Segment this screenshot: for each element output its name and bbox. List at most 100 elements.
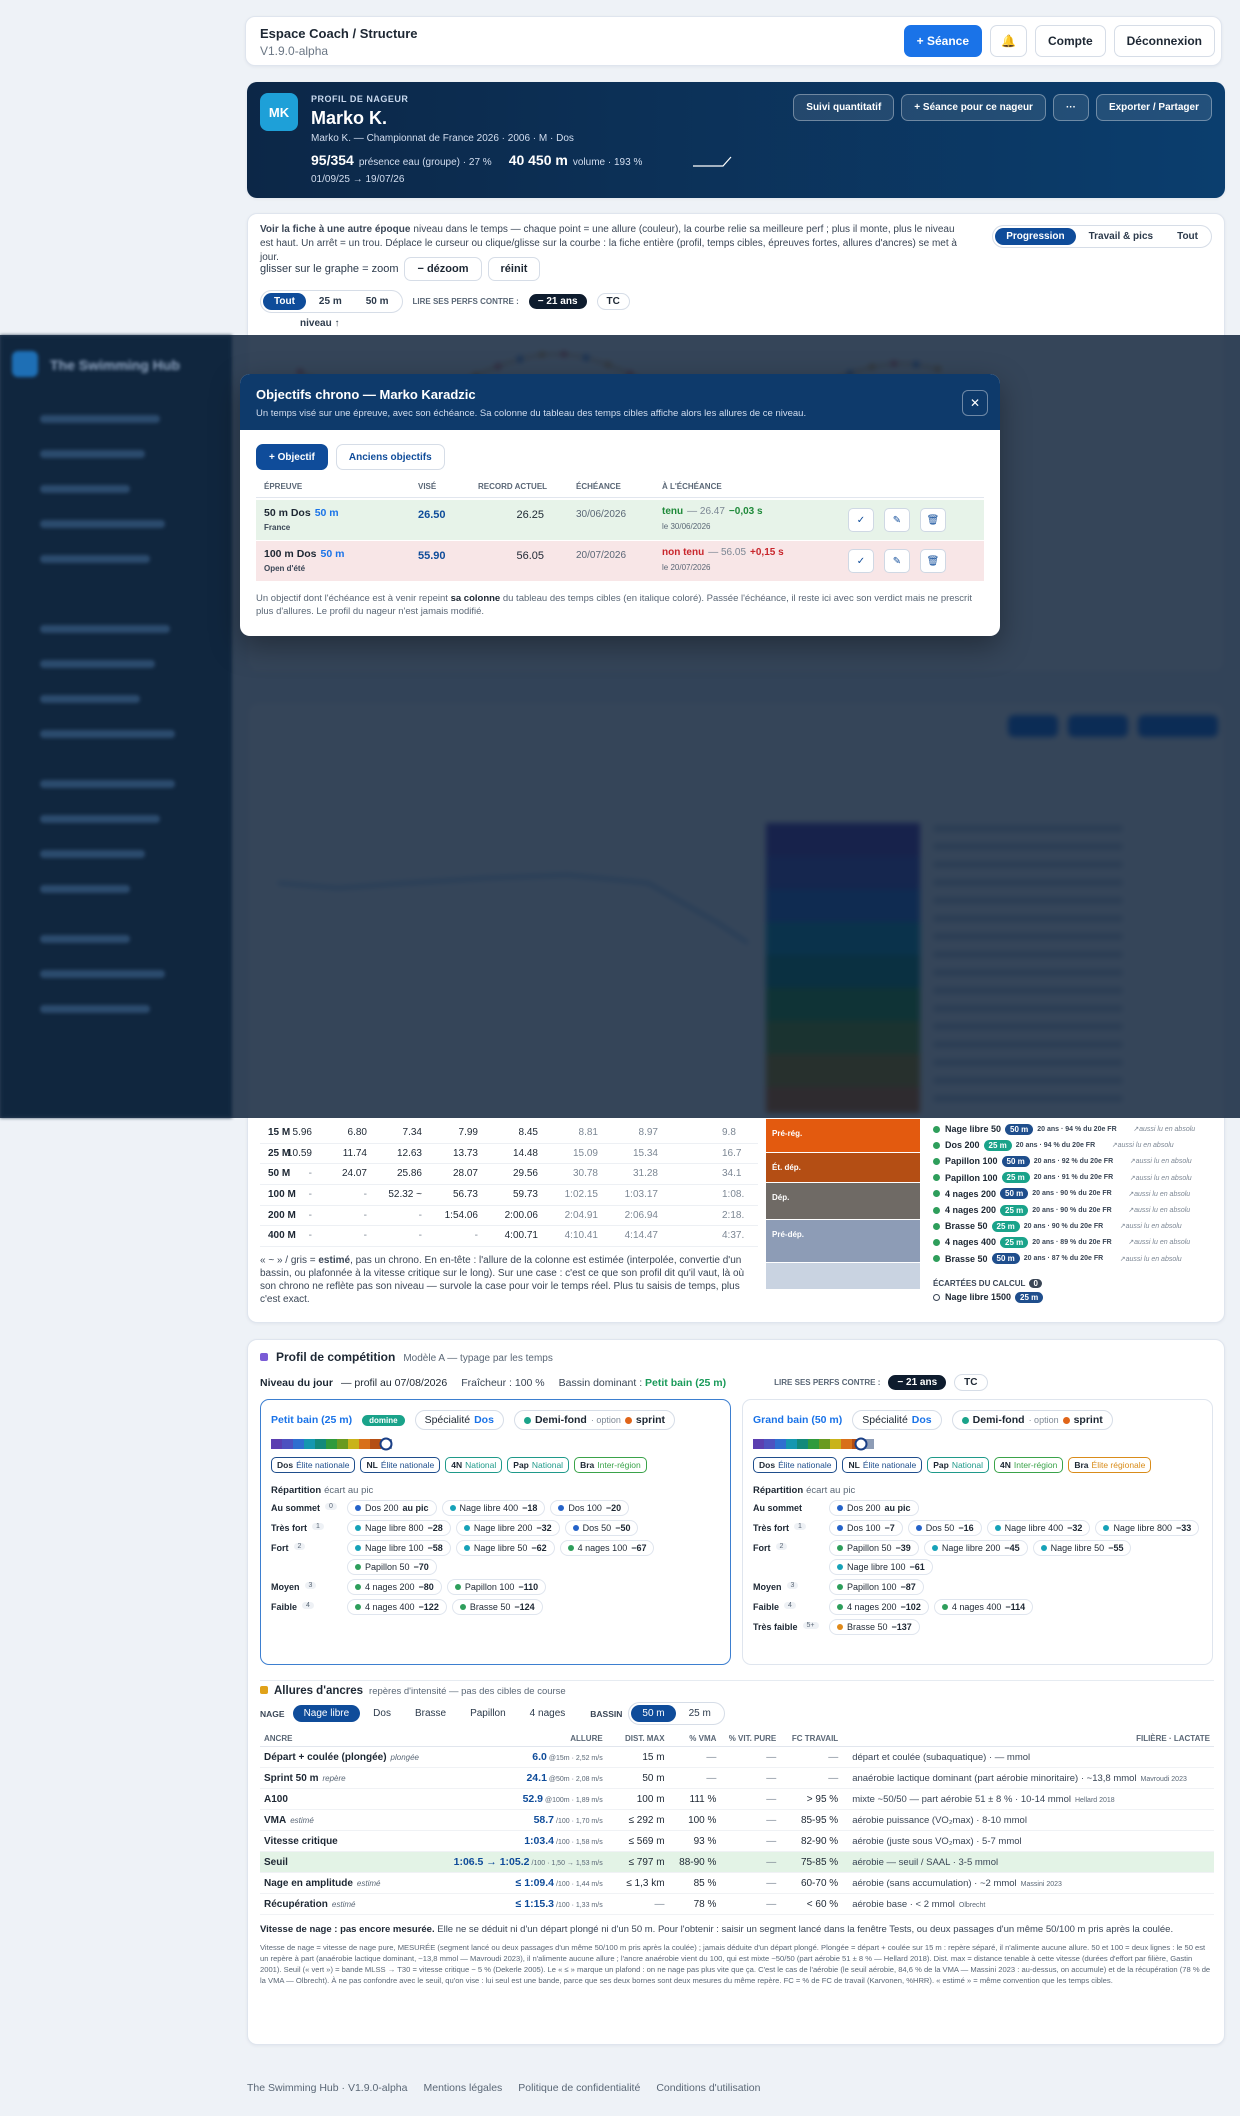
times-row-label: 15 M: [268, 1127, 291, 1138]
option-dot: [1062, 1416, 1070, 1424]
rep-count: 2: [775, 1543, 788, 1550]
presence-value: 95/354: [311, 152, 354, 168]
footer-link[interactable]: Mentions légales: [423, 2082, 503, 2094]
times-cell: 7.34: [402, 1127, 422, 1138]
stroke-tab[interactable]: Brasse: [414, 1708, 447, 1719]
times-cell: -: [363, 1189, 367, 1201]
competition-title: Profil de compétition: [276, 1350, 396, 1364]
pool-tab[interactable]: Tout: [263, 293, 306, 310]
stroke-tab[interactable]: Dos: [373, 1708, 391, 1719]
item-name: Nage libre 1500: [945, 1292, 1012, 1303]
zoom-button[interactable]: − dézoom: [404, 257, 482, 281]
old-goals-button[interactable]: Anciens objectifs: [335, 444, 445, 470]
gauge-step: [282, 1439, 293, 1449]
tc-chip[interactable]: TC: [596, 293, 630, 310]
times-cell: -: [418, 1230, 422, 1242]
item-abs: ↗aussi lu en absolu: [1119, 1255, 1182, 1263]
zone-text: aérobie base · < 2 mmol: [852, 1898, 955, 1910]
goal-action[interactable]: ✓: [848, 508, 874, 532]
gauge-step: [337, 1439, 348, 1449]
rep-items: 4 nages 400 −122 Brasse 50 −124: [347, 1599, 720, 1615]
event-name: Papillon 100: [847, 1582, 897, 1592]
repartition-row: Au sommet Dos 200 au pic: [753, 1500, 1202, 1516]
profile-action-button[interactable]: Exporter / Partager: [1095, 94, 1212, 121]
pool-tab[interactable]: 25 m: [688, 1708, 711, 1719]
age-chip[interactable]: − 21 ans: [528, 294, 587, 309]
view-tab[interactable]: Progression: [995, 228, 1076, 245]
help-bold: Voir la fiche à une autre époque: [260, 224, 411, 235]
pool-panel: Grand bain (50 m) Spécialité Dos Demi-fond ·…: [742, 1399, 1213, 1665]
goal-action[interactable]: ✎: [884, 549, 910, 573]
times-cell: 8.97: [638, 1127, 658, 1138]
pace-value: 6.0: [532, 1751, 547, 1763]
stroke-tab[interactable]: Papillon: [470, 1708, 506, 1719]
anchor-name-text: Vitesse critique: [264, 1835, 338, 1847]
profile-action-button[interactable]: + Séance pour ce nageur: [901, 94, 1046, 121]
anchor-pure: —: [766, 1877, 777, 1889]
event-dot: [355, 1525, 361, 1531]
event-pill: Nage libre 800 −33: [1095, 1520, 1200, 1536]
repartition-row: Moyen 3 Papillon 100 −87: [753, 1579, 1202, 1595]
goals-column: ÉPREUVE: [264, 482, 303, 491]
stroke-tab[interactable]: Nage libre: [292, 1705, 361, 1722]
anchor-dist: 100 m: [636, 1793, 665, 1805]
new-session-button[interactable]: + Séance: [903, 25, 983, 57]
notifications-button[interactable]: 🔔: [990, 25, 1027, 57]
event-name: 4 nages 100: [577, 1543, 628, 1553]
goal-verdict: tenu — 26.47 −0,03 s: [662, 506, 763, 517]
level-item: 4 nages 400 25 m 20 ans · 89 % du 20e FR ↗a…: [933, 1234, 1223, 1250]
pool-tab[interactable]: 50 m: [631, 1705, 676, 1722]
profile-action-button[interactable]: ···: [1052, 94, 1089, 121]
pool-tab[interactable]: 25 m: [318, 296, 342, 307]
stroke-tab[interactable]: 4 nages: [529, 1708, 566, 1719]
zoom-button[interactable]: réinit: [487, 257, 541, 281]
account-button[interactable]: Compte: [1034, 25, 1106, 57]
modal-close[interactable]: ✕: [962, 390, 988, 416]
top-bar: Espace Coach / Structure V1.9.0-alpha + Sé…: [245, 16, 1222, 66]
event-gap: −39: [895, 1543, 911, 1553]
goal-action[interactable]: ✎: [884, 508, 910, 532]
anchor-pace: 6.0 @15m · 2,52 m/s: [450, 1747, 607, 1768]
footer-link[interactable]: Politique de confidentialité: [518, 2082, 641, 2094]
event-pill: Dos 100 −7: [829, 1520, 903, 1536]
age-chip[interactable]: − 21 ans: [888, 1375, 947, 1390]
times-cell: -: [418, 1209, 422, 1221]
event-gap: −32: [536, 1523, 552, 1533]
rep-label: Fort 2: [753, 1540, 829, 1575]
anchors-section: Allures d'ancres repères d'intensité — pa…: [260, 1685, 1214, 1986]
anchor-pure: —: [766, 1751, 777, 1763]
volume-label: volume · 193 %: [572, 157, 643, 168]
tag-code: Bra: [580, 1460, 595, 1470]
modal-overlay[interactable]: The Swimming Hub: [0, 335, 1240, 1118]
add-goal-button[interactable]: + Objectif: [256, 444, 328, 470]
pool-tab[interactable]: 50 m: [365, 296, 389, 307]
times-cell: -: [308, 1168, 312, 1180]
spec-value: Dos: [474, 1414, 494, 1426]
anchors-column: % VIT. PURE: [728, 1734, 777, 1743]
footer-brand: The Swimming Hub · V1.9.0-alpha: [247, 2082, 408, 2094]
pace-sub: /100 · 1,50 → 1,53 m/s: [531, 1860, 603, 1867]
profile-action-button[interactable]: Suivi quantitatif: [793, 94, 895, 121]
event-name: Nage libre 100: [847, 1562, 906, 1572]
verdict-date: le 30/06/2026: [662, 522, 711, 531]
event-dot: [567, 1545, 574, 1551]
view-tab[interactable]: Travail & pics: [1088, 231, 1154, 242]
logout-button[interactable]: Déconnexion: [1113, 25, 1215, 57]
event-dot: [558, 1505, 565, 1511]
event-name: Dos 100: [847, 1523, 881, 1533]
footer-link[interactable]: Conditions d'utilisation: [656, 2082, 761, 2094]
goal-action[interactable]: ✓: [848, 549, 874, 573]
avatar: MK: [260, 93, 298, 131]
tc-chip[interactable]: TC: [954, 1374, 988, 1391]
goal-action[interactable]: 🗑: [920, 508, 946, 532]
goal-action[interactable]: 🗑: [920, 549, 946, 573]
zoom-row: glisser sur le graphe = zoom − dézoom réin…: [260, 257, 541, 281]
event-gap: −33: [1175, 1523, 1192, 1533]
goal-sub: Open d'été: [264, 564, 306, 573]
zone-text: départ et coulée (subaquatique) · — mmol: [852, 1751, 1031, 1763]
view-tab[interactable]: Tout: [1177, 231, 1198, 242]
item-name: Dos 200: [945, 1140, 980, 1151]
rep-items: 4 nages 200 −102 4 nages 400 −114: [829, 1599, 1202, 1615]
times-note: « ~ » / gris = estimé, pas un chrono. En…: [260, 1254, 757, 1306]
